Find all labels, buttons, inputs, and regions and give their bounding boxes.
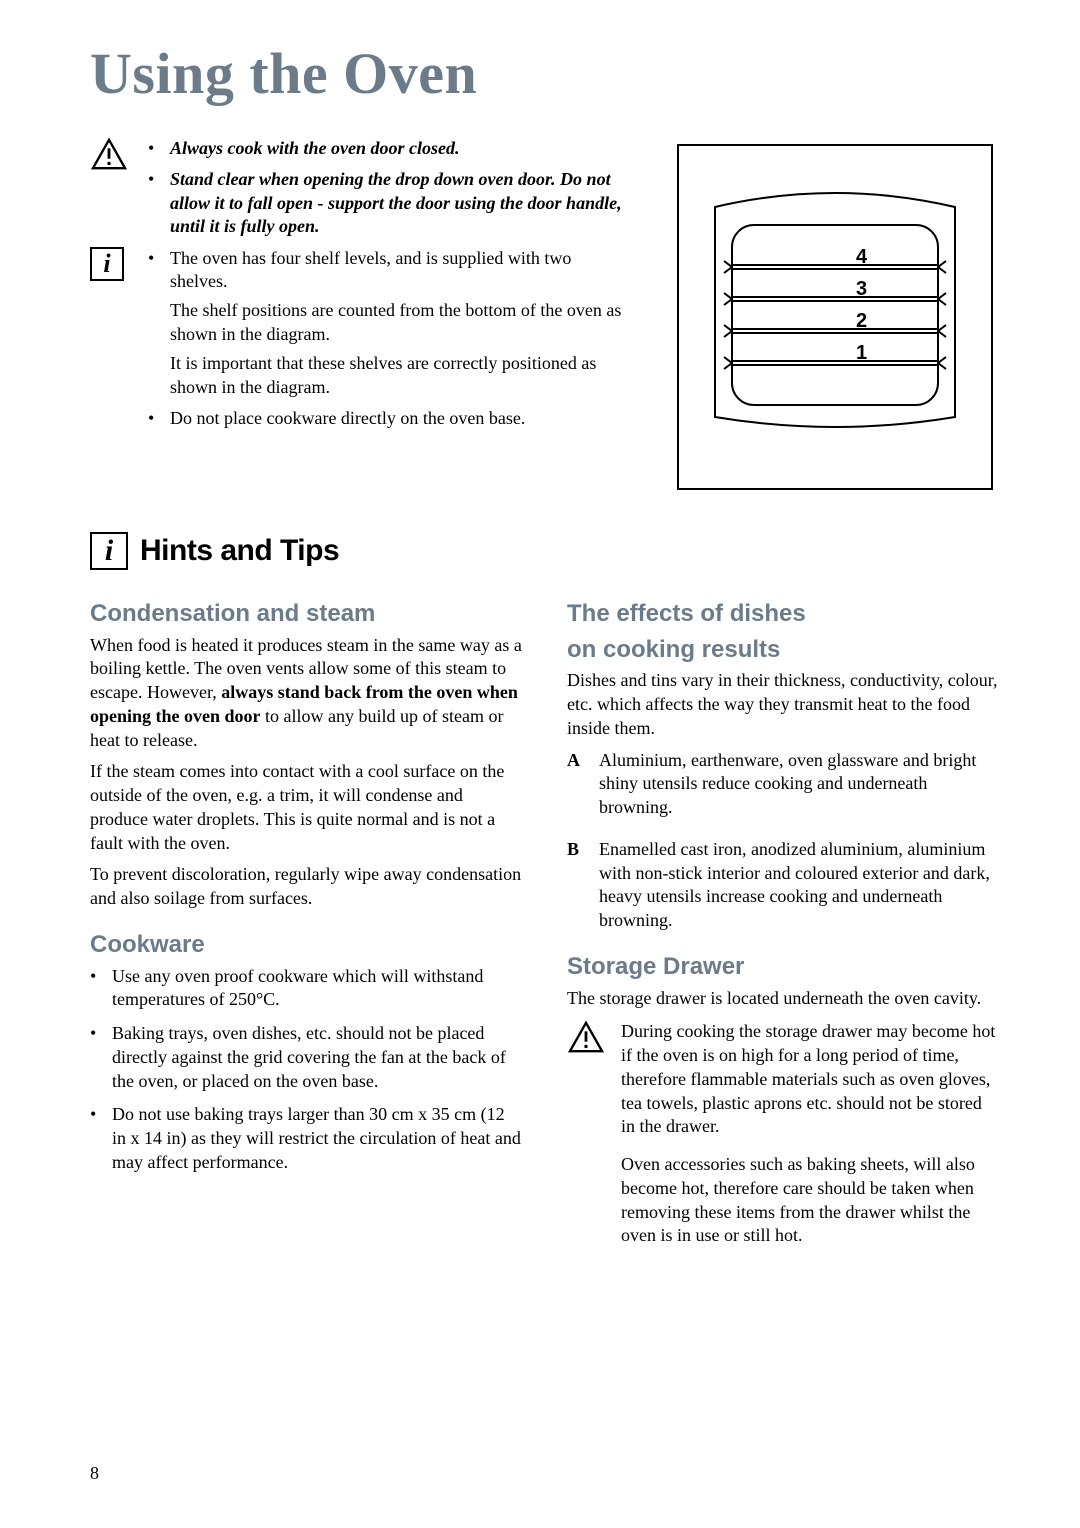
- subhead-dishes-l1: The effects of dishes: [567, 598, 1000, 630]
- cookware-item: Do not use baking trays larger than 30 c…: [90, 1103, 523, 1174]
- storage-warn-2: Oven accessories such as baking sheets, …: [621, 1153, 1000, 1248]
- oven-diagram: 4 3 2 1: [670, 137, 1000, 502]
- condensation-p1: When food is heated it produces steam in…: [90, 634, 523, 753]
- info-icon: i: [90, 247, 124, 281]
- warning-icon: [567, 1020, 605, 1054]
- hints-title: Hints and Tips: [140, 534, 339, 568]
- cookware-item: Use any oven proof cookware which will w…: [90, 965, 523, 1013]
- dish-text-b: Enamelled cast iron, anodized aluminium,…: [599, 838, 1000, 933]
- shelf-label-2: 2: [856, 310, 867, 332]
- hints-header: i Hints and Tips: [90, 532, 1000, 570]
- shelf-label-1: 1: [856, 342, 867, 364]
- page-number: 8: [90, 1463, 99, 1484]
- dish-item-b: B Enamelled cast iron, anodized aluminiu…: [567, 838, 1000, 933]
- warning-list: Always cook with the oven door closed. S…: [148, 137, 630, 247]
- info-item: Do not place cookware directly on the ov…: [148, 407, 630, 430]
- info-list: The oven has four shelf levels, and is s…: [148, 247, 630, 439]
- page-title: Using the Oven: [90, 40, 1000, 107]
- warning-item: Always cook with the oven door closed.: [148, 137, 630, 160]
- subhead-condensation: Condensation and steam: [90, 598, 523, 630]
- content-columns: Condensation and steam When food is heat…: [90, 592, 1000, 1262]
- condensation-p3: To prevent discoloration, regularly wipe…: [90, 863, 523, 911]
- dish-label-a: A: [567, 749, 589, 820]
- dish-label-b: B: [567, 838, 589, 933]
- warning-icon: [90, 137, 128, 171]
- cookware-list: Use any oven proof cookware which will w…: [90, 965, 523, 1175]
- storage-warning-text: During cooking the storage drawer may be…: [621, 1020, 1000, 1262]
- warning-item: Stand clear when opening the drop down o…: [148, 168, 630, 238]
- dish-text-a: Aluminium, earthenware, oven glassware a…: [599, 749, 1000, 820]
- subhead-dishes-l2: on cooking results: [567, 634, 1000, 666]
- shelf-label-3: 3: [856, 278, 867, 300]
- dishes-intro: Dishes and tins vary in their thickness,…: [567, 669, 1000, 740]
- info-icon: i: [90, 532, 128, 570]
- storage-intro: The storage drawer is located underneath…: [567, 987, 1000, 1011]
- intro-section: Always cook with the oven door closed. S…: [90, 137, 1000, 502]
- cookware-item: Baking trays, oven dishes, etc. should n…: [90, 1022, 523, 1093]
- subhead-storage: Storage Drawer: [567, 951, 1000, 983]
- intro-left: Always cook with the oven door closed. S…: [90, 137, 630, 502]
- storage-warn-1: During cooking the storage drawer may be…: [621, 1020, 1000, 1139]
- shelf-label-4: 4: [856, 246, 868, 268]
- column-right: The effects of dishes on cooking results…: [567, 592, 1000, 1262]
- info-item: The oven has four shelf levels, and is s…: [148, 247, 630, 399]
- storage-warning-block: During cooking the storage drawer may be…: [567, 1020, 1000, 1262]
- subhead-cookware: Cookware: [90, 929, 523, 961]
- dish-item-a: A Aluminium, earthenware, oven glassware…: [567, 749, 1000, 820]
- condensation-p2: If the steam comes into contact with a c…: [90, 760, 523, 855]
- column-left: Condensation and steam When food is heat…: [90, 592, 523, 1262]
